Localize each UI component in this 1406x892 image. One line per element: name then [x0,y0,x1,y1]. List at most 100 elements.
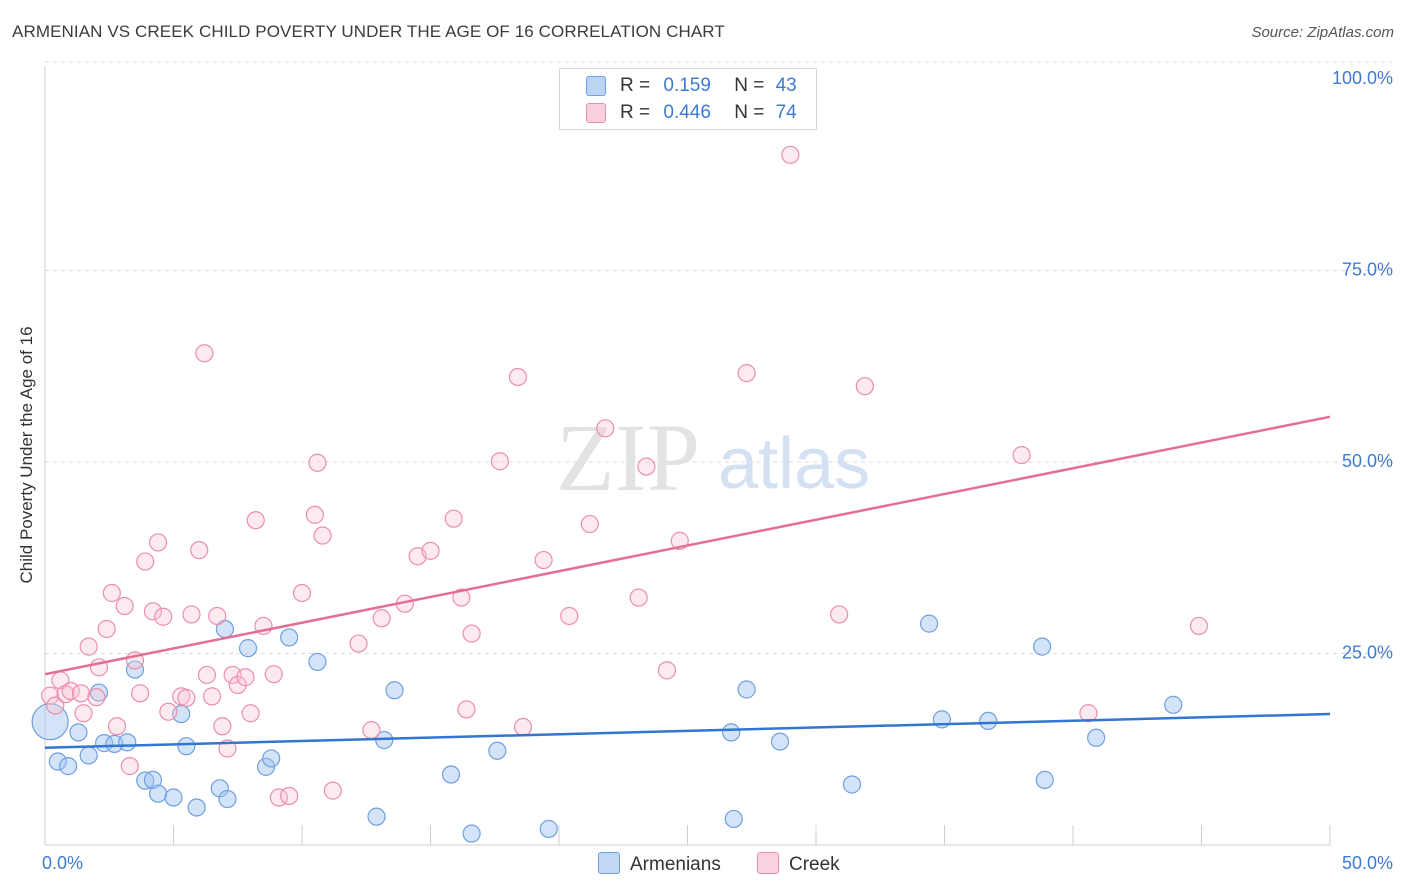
data-point-armenians [385,681,404,700]
data-point-creek [115,596,134,616]
source-label: Source: ZipAtlas.com [1251,24,1394,41]
data-point-creek [87,688,106,707]
data-point-creek [228,675,247,695]
data-point-creek [74,704,93,723]
watermark: ZIP atlas [556,404,870,511]
data-point-armenians [280,628,299,647]
legend-r-label: R = [620,75,651,96]
data-point-creek [202,687,222,706]
data-point-creek [102,583,121,603]
y-tick-label: 25.0% [1342,643,1393,663]
trend-line-creek [44,415,1331,676]
data-point-creek [580,514,599,534]
data-point-armenians [125,660,145,679]
data-point-creek [292,583,312,603]
legend-r-value: 0.446 [663,102,711,123]
data-point-creek [190,540,209,560]
data-point-creek [154,607,173,626]
bottom-legend-armenians: Armenians [598,852,721,876]
trend-line-armenians [44,712,1331,749]
correlation-legend: R = 0.159 N = 43 R = 0.446 N = 74 [559,68,817,130]
data-point-armenians [919,614,939,633]
data-point-creek [462,624,481,643]
axes [44,66,1331,846]
data-point-armenians [238,639,258,658]
data-point-creek [246,511,265,530]
bottom-legend-creek: Creek [757,852,840,876]
data-point-armenians [462,824,481,843]
data-point-creek [97,619,116,639]
x-tick-label: 0.0% [42,853,83,873]
data-point-creek [308,453,327,472]
watermark-atlas: atlas [718,424,870,504]
watermark-zip: ZIP [556,404,700,511]
data-point-armenians [722,723,741,742]
data-point-armenians [187,798,206,817]
legend-r-label: R = [620,102,651,123]
data-point-creek [143,602,163,621]
legend-n-label: N = [734,102,765,123]
trend-lines [44,415,1331,749]
data-point-creek [781,145,800,164]
data-point-armenians [1164,695,1183,714]
data-point-armenians [218,789,237,809]
data-point-creek [71,684,91,703]
data-point-creek [195,344,214,363]
data-point-armenians [1087,728,1106,747]
y-tick-label: 50.0% [1342,451,1393,471]
data-point-creek [241,704,260,723]
data-point-creek [305,505,324,524]
data-point-creek [107,717,127,736]
data-point-creek [159,702,178,721]
data-point-creek [41,686,60,705]
data-point-armenians [118,733,137,752]
bottom-legend-swatch-creek [757,852,779,874]
data-point-armenians [367,807,386,826]
data-point-armenians [48,752,67,771]
data-point-creek [264,665,283,684]
bottom-legend-swatch-armenians [598,852,620,874]
y-tick-label: 100.0% [1332,68,1393,88]
data-point-armenians [1033,637,1052,656]
data-point-armenians [488,741,507,760]
data-point-creek [534,550,553,570]
data-point-armenians [979,711,998,731]
data-point-creek [657,661,677,680]
data-point-armenians [69,723,88,742]
data-point-creek [490,452,509,471]
data-point-creek [457,700,476,719]
data-point-creek [855,377,874,396]
data-point-armenians [1035,770,1054,789]
data-point-creek [362,720,381,740]
bottom-legend-label-creek: Creek [789,854,840,875]
data-point-creek [236,668,255,687]
tick-labels: 25.0% 50.0% 75.0% 100.0% 0.0% 50.0% [42,68,1393,873]
data-point-creek [148,533,168,552]
data-point-creek [513,717,533,737]
data-point-creek [323,781,342,800]
data-point-creek [208,606,227,626]
data-point-armenians [164,788,183,807]
data-point-creek [120,757,139,776]
legend-n-value: 74 [775,102,797,123]
data-point-creek [629,588,648,607]
data-point-creek [136,552,155,571]
data-point-creek [213,717,232,736]
data-point-creek [130,684,150,703]
data-point-armenians [724,809,743,829]
data-point-creek [372,609,391,628]
legend-swatch-armenians [586,76,606,96]
chart-title: ARMENIAN VS CREEK CHILD POVERTY UNDER TH… [12,22,725,41]
data-point-creek [1079,704,1098,723]
legend-n-label: N = [734,75,765,96]
data-point-armenians [441,765,461,784]
data-point-creek [79,637,98,656]
data-point-creek [421,541,440,560]
data-point-creek [349,634,368,653]
data-point-creek [637,457,656,476]
data-point-creek [46,696,65,715]
data-point-armenians [59,757,78,776]
data-point-armenians [842,775,862,794]
data-point-armenians [143,770,163,789]
